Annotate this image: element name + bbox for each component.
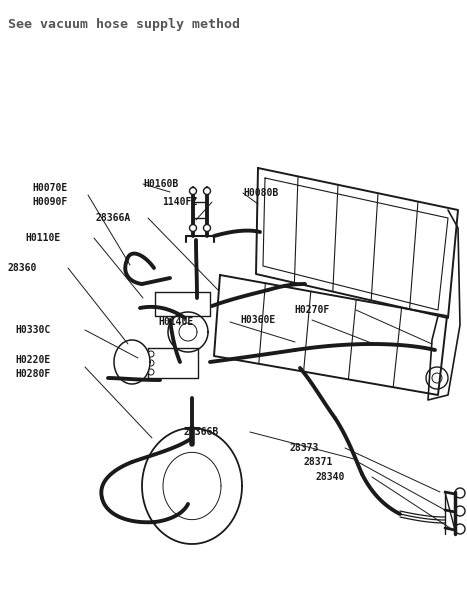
Text: H0080B: H0080B bbox=[243, 188, 278, 198]
Text: H0280F: H0280F bbox=[15, 369, 50, 379]
Circle shape bbox=[204, 188, 211, 194]
Text: H0070E: H0070E bbox=[32, 183, 67, 193]
Text: 28366A: 28366A bbox=[96, 213, 131, 223]
Text: H0090F: H0090F bbox=[32, 197, 67, 207]
Text: H0220E: H0220E bbox=[15, 355, 50, 365]
Circle shape bbox=[204, 225, 211, 232]
Text: H0270F: H0270F bbox=[294, 305, 329, 315]
Text: H0140E: H0140E bbox=[158, 317, 193, 327]
Text: 28373: 28373 bbox=[290, 443, 319, 453]
Text: H0330C: H0330C bbox=[15, 325, 50, 335]
Polygon shape bbox=[142, 428, 242, 544]
Text: 28340: 28340 bbox=[315, 472, 344, 482]
Text: 28360: 28360 bbox=[8, 263, 37, 273]
Text: See vacuum hose supply method: See vacuum hose supply method bbox=[8, 18, 240, 31]
Text: 28371: 28371 bbox=[303, 457, 333, 467]
Circle shape bbox=[190, 188, 197, 194]
Text: H0360E: H0360E bbox=[240, 315, 275, 325]
Text: H0160B: H0160B bbox=[143, 179, 178, 189]
Text: H0110E: H0110E bbox=[25, 233, 60, 243]
Polygon shape bbox=[114, 340, 150, 384]
Text: 28366B: 28366B bbox=[183, 427, 218, 437]
Circle shape bbox=[190, 225, 197, 232]
Text: 1140FZ: 1140FZ bbox=[162, 197, 197, 207]
